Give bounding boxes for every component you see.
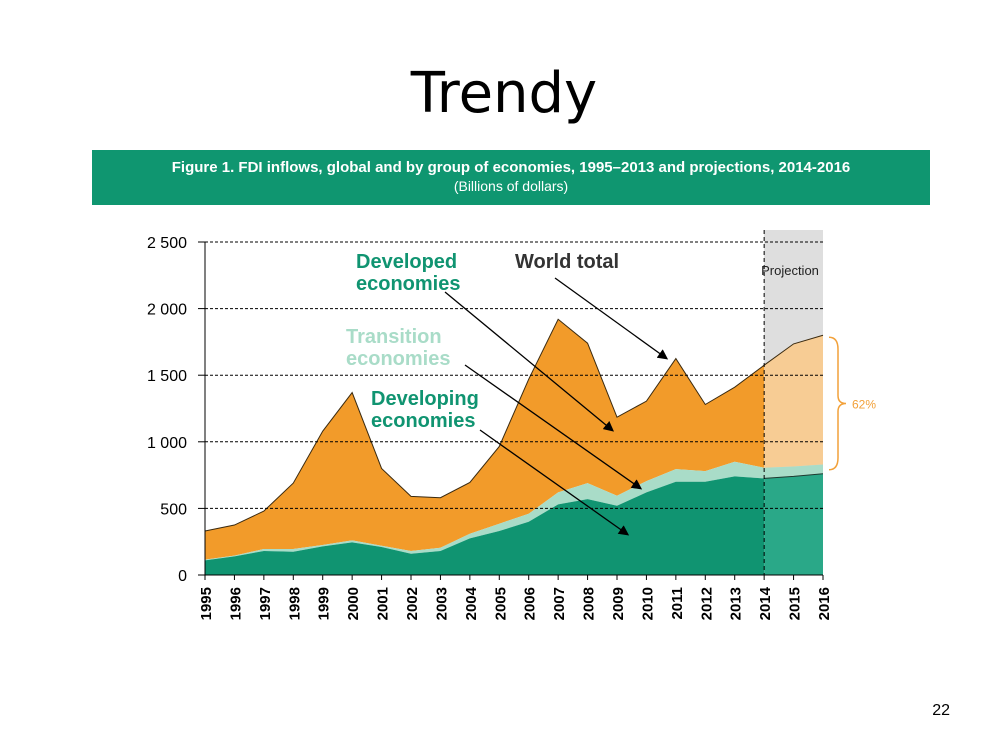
label-developing-economies: Developing economies: [371, 388, 479, 432]
y-tick-label: 2 000: [147, 302, 187, 319]
area-transition-economies: [205, 461, 765, 561]
x-tick-label: 2011: [669, 587, 686, 620]
developing-projection-line: [764, 473, 824, 479]
x-tick-label: 2006: [522, 587, 539, 620]
projection-label: Projection: [761, 263, 819, 278]
x-tick-label: 2000: [345, 587, 362, 620]
arrow-developing: [479, 429, 630, 536]
label-world-total: World total: [515, 251, 619, 273]
x-tick-label: 2014: [757, 586, 774, 620]
area-developing-economies: [205, 476, 765, 575]
figure-header: Figure 1. FDI inflows, global and by gro…: [92, 150, 930, 205]
x-tick-label: 2012: [698, 587, 715, 620]
x-tick-label: 2005: [492, 587, 509, 620]
x-tick-label: 2009: [610, 587, 627, 620]
x-tick-label: 2016: [816, 587, 833, 620]
world-total-line: [204, 318, 824, 532]
area-developed-economies: [205, 319, 765, 560]
x-tick-label: 2003: [433, 587, 450, 620]
y-tick-label: 1 500: [147, 368, 187, 385]
area-developing-projection: [764, 473, 823, 575]
y-tick-label: 2 500: [147, 235, 187, 252]
y-tick-label: 1 000: [147, 435, 187, 452]
arrow-transition: [464, 364, 643, 490]
x-tick-label: 2015: [787, 587, 804, 620]
x-tick-label: 1996: [227, 587, 244, 620]
slide-title: Trendy: [410, 61, 598, 126]
x-tick-label: 2001: [375, 587, 392, 620]
arrow-developed: [444, 291, 615, 432]
page-number: 22: [932, 702, 950, 719]
x-tick-label: 2007: [551, 587, 568, 620]
label-62-percent: 62%: [852, 398, 876, 412]
projection-bracket: [828, 336, 847, 471]
x-tick-label: 1999: [316, 587, 333, 620]
x-tick-label: 1998: [286, 587, 303, 620]
x-tick-label: 2013: [728, 587, 745, 620]
x-tick-label: 1997: [257, 587, 274, 620]
x-tick-label: 2008: [581, 587, 598, 620]
x-tick-label: 2010: [639, 587, 656, 620]
label-developed-economies: Developed economies: [356, 251, 460, 295]
x-tick-label: 2004: [463, 586, 480, 620]
label-transition-economies: Transition economies: [346, 326, 450, 370]
figure-caption: Figure 1. FDI inflows, global and by gro…: [171, 159, 851, 176]
x-tick-label: 2002: [404, 587, 421, 620]
y-tick-label: 500: [160, 501, 187, 518]
figure-units: (Billions of dollars): [453, 178, 569, 194]
x-tick-label: 1995: [198, 587, 215, 620]
y-tick-label: 0: [178, 568, 187, 585]
area-developed-projection: [764, 335, 823, 468]
arrow-world-total: [554, 277, 669, 360]
